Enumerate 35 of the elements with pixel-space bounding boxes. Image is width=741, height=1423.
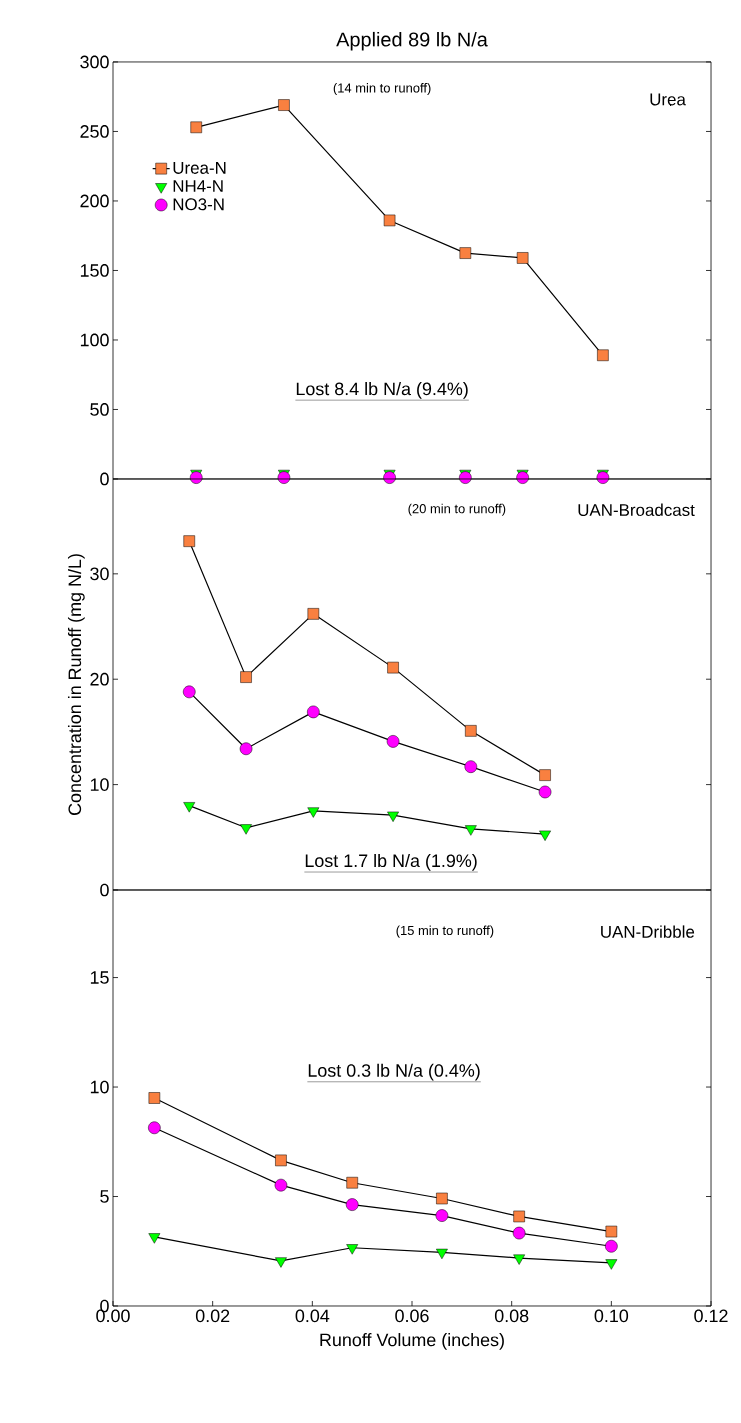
y-tick-label: 20 (90, 672, 109, 686)
x-axis-title: Runoff Volume (inches) (320, 1333, 504, 1350)
y-tick-label: 200 (80, 194, 109, 208)
x-tick-label: 0.06 (395, 1309, 429, 1323)
y-tick-label: 5 (100, 1190, 109, 1203)
annotation: (20 min to runoff) (408, 503, 506, 516)
y-tick-label: 10 (90, 778, 109, 791)
y-tick-label: 150 (80, 264, 109, 277)
y-tick-label: 0 (100, 472, 109, 486)
y-axis-title: Concentration in Runoff (mg N/L) (67, 554, 85, 815)
x-tick-label: 0.12 (694, 1309, 728, 1323)
annotation: (14 min to runoff) (333, 83, 431, 96)
annotation: UAN-Dribble (601, 925, 695, 938)
y-tick-label: 0 (100, 883, 109, 897)
y-tick-label: 30 (90, 567, 109, 581)
y-tick-label: 10 (90, 1080, 109, 1094)
legend-label: NH4-N (173, 180, 223, 192)
annotation: Urea (650, 93, 686, 106)
annotation: UAN-Broadcast (578, 503, 695, 517)
x-tick-label: 0.02 (195, 1309, 230, 1323)
annotation: Lost 1.7 lb N/a (1.9%) (305, 853, 477, 871)
annotation: Lost 0.3 lb N/a (0.4%) (308, 1063, 480, 1081)
y-tick-label: 50 (90, 403, 109, 416)
annotation: (15 min to runoff) (396, 925, 494, 938)
y-tick-label: 100 (80, 333, 109, 347)
y-tick-label: 300 (80, 55, 109, 69)
x-tick-label: 0.10 (594, 1309, 629, 1323)
x-tick-label: 0.08 (494, 1309, 529, 1323)
legend-label: Urea-N (173, 162, 226, 174)
x-tick-label: 0.04 (295, 1309, 330, 1323)
y-tick-label: 250 (80, 125, 109, 138)
annotation: Lost 8.4 lb N/a (9.4%) (296, 382, 468, 399)
chart-title: Applied 89 lb N/a (336, 31, 488, 51)
legend-label: NO3-N (173, 198, 224, 211)
y-tick-label: 15 (90, 971, 109, 984)
